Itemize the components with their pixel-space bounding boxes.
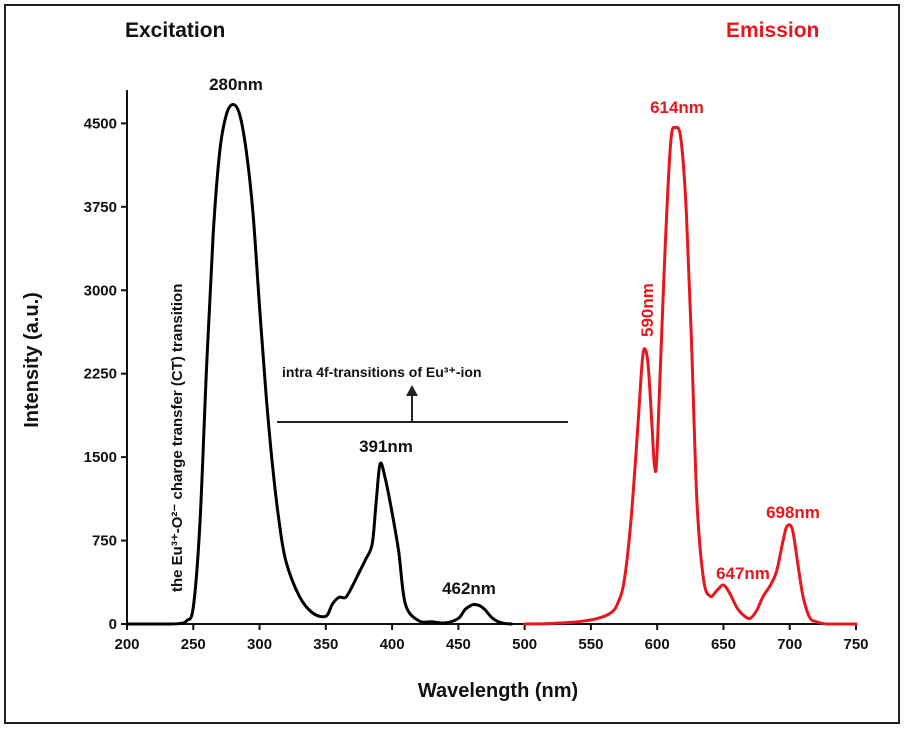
peak-label-590: 590nm	[638, 283, 657, 337]
x-axis-label: Wavelength (nm)	[418, 680, 578, 702]
peak-label-391: 391nm	[359, 437, 413, 456]
y-tick-label: 1500	[84, 449, 117, 466]
x-tick-label: 400	[380, 636, 405, 653]
x-tick-label: 650	[711, 636, 736, 653]
x-tick-label: 300	[247, 636, 272, 653]
x-tick-label: 750	[843, 636, 868, 653]
x-tick-label: 450	[446, 636, 471, 653]
x-tick-label: 350	[313, 636, 338, 653]
x-tick-label: 550	[578, 636, 603, 653]
y-tick-label: 2250	[84, 366, 117, 383]
x-tick-labels: 200 250 300 350 400 450 500 550 600 650 700 750	[114, 636, 868, 653]
x-tick-label: 600	[645, 636, 670, 653]
peak-label-280: 280nm	[209, 75, 263, 94]
excitation-series-line	[125, 102, 513, 626]
figure-frame	[4, 4, 900, 724]
emission-series-line	[523, 125, 858, 626]
y-axis-label: Intensity (a.u.)	[21, 292, 43, 428]
y-tick-label: 0	[109, 616, 117, 633]
x-tick-label: 700	[777, 636, 802, 653]
peak-label-698: 698nm	[766, 503, 820, 522]
x-tick-label: 200	[114, 636, 139, 653]
intra-4f-arrow-head	[406, 385, 418, 396]
title-emission: Emission	[726, 19, 819, 42]
y-tick-label: 3000	[84, 282, 117, 299]
title-excitation: Excitation	[125, 19, 225, 42]
y-tick-label: 4500	[84, 115, 117, 132]
axes	[121, 90, 857, 630]
y-tick-labels: 0 750 1500 2250 3000 3750 4500	[84, 115, 117, 633]
peak-label-462: 462nm	[442, 579, 496, 598]
y-tick-label: 3750	[84, 199, 117, 216]
x-tick-label: 500	[512, 636, 537, 653]
y-tick-label: 750	[92, 533, 117, 550]
intra-4f-label: intra 4f-transitions of Eu³⁺-ion	[282, 364, 482, 380]
peak-label-614: 614nm	[650, 98, 704, 117]
ct-transition-label: the Eu³⁺-O²⁻ charge transfer (CT) transi…	[169, 284, 186, 592]
series-lines	[125, 102, 858, 626]
peak-label-647: 647nm	[716, 564, 770, 583]
x-tick-label: 250	[181, 636, 206, 653]
